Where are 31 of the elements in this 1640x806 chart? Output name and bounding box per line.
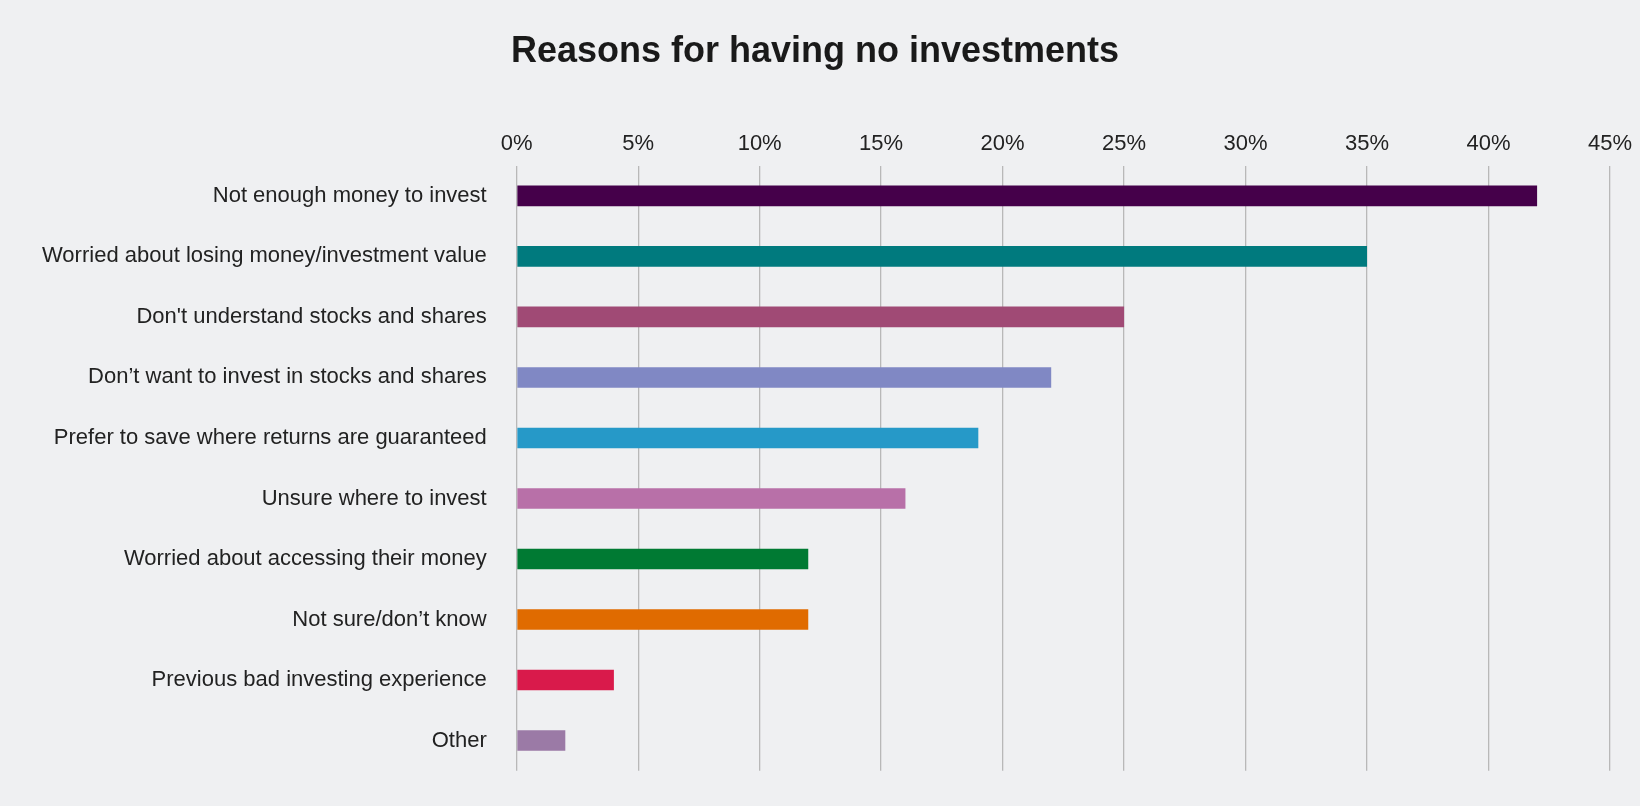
y-tick-label: Not sure/don’t know [292,605,487,631]
x-tick-label: 0% [500,130,533,156]
bar [517,185,1538,207]
y-tick-label: Not enough money to invest [212,181,487,207]
bar [517,246,1368,267]
x-tick-label: 30% [1223,130,1268,156]
bar [517,609,809,630]
bar [517,367,1052,388]
bar [517,669,614,691]
y-tick-label: Worried about losing money/investment value [42,242,487,268]
y-tick-label: Don’t want to invest in stocks and shares [88,363,487,389]
bar [517,488,906,509]
y-tick-label: Previous bad investing experience [151,666,487,692]
y-tick-label: Worried about accessing their money [123,545,487,571]
bar [517,730,566,751]
x-tick-label: 15% [859,130,904,156]
y-tick-label: Don't understand stocks and shares [136,302,487,328]
x-tick-label: 20% [980,130,1025,156]
x-tick-label: 10% [737,130,782,156]
bar [517,548,809,570]
x-tick-label: 35% [1345,130,1390,156]
y-tick-label: Other [431,726,487,752]
chart-title: Reasons for having no investments [510,28,1120,70]
bar [517,306,1125,328]
x-tick-label: 40% [1466,130,1511,156]
x-tick-label: 25% [1102,130,1147,156]
y-tick-label: Unsure where to invest [261,484,487,510]
y-tick-label: Prefer to save where returns are guaranteed [53,424,487,449]
x-tick-label: 5% [622,130,655,156]
x-tick-label: 45% [1587,130,1633,156]
bar [517,427,979,449]
